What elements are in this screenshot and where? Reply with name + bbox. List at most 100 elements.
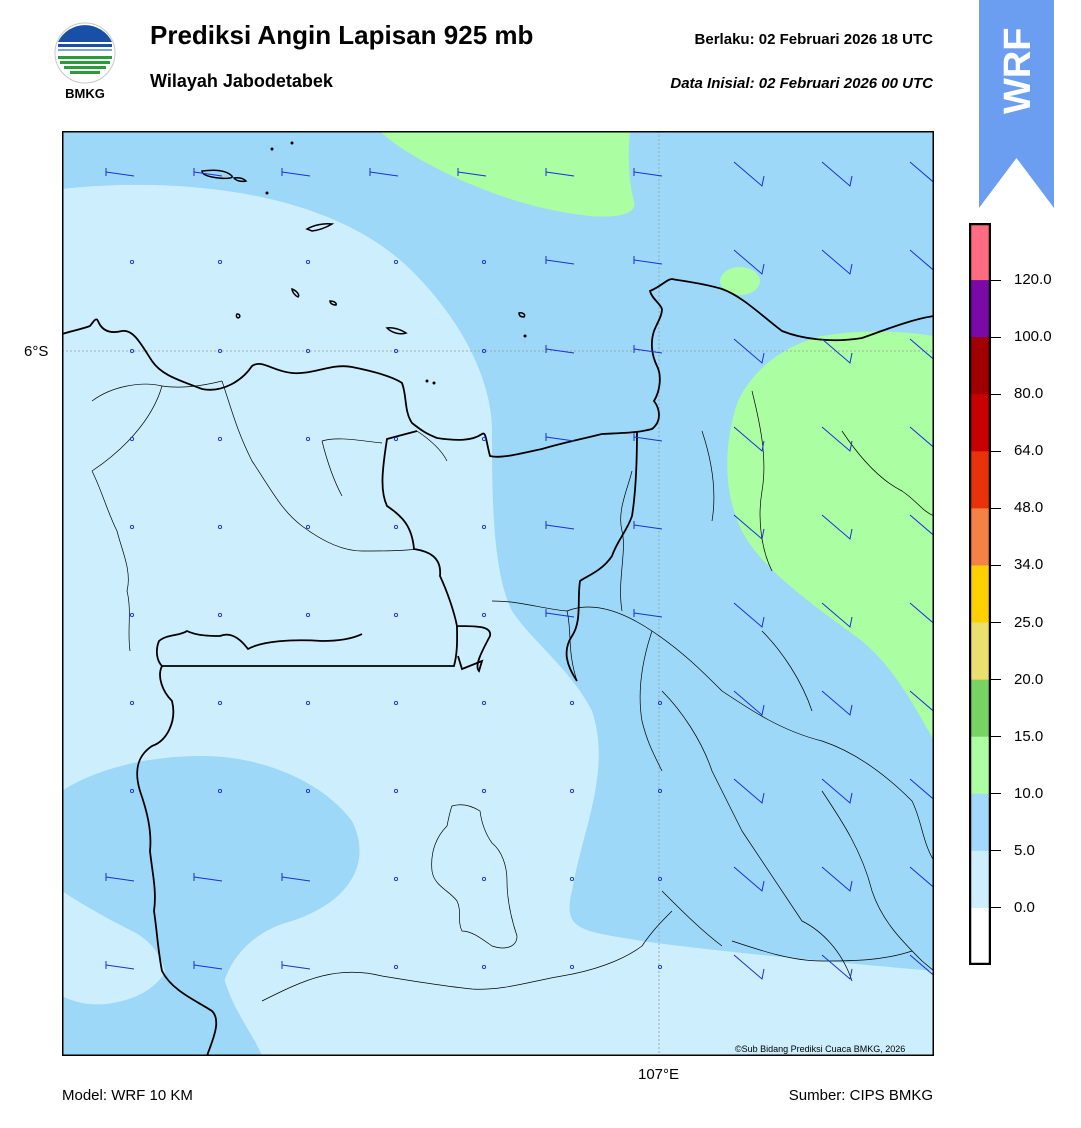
wind-barb	[281, 961, 311, 970]
wind-zone-moderate-islet	[720, 267, 760, 295]
model-label: Model: WRF 10 KM	[62, 1087, 193, 1104]
source-label: Sumber: CIPS BMKG	[788, 1087, 933, 1104]
wind-barb	[821, 338, 853, 364]
wind-barb	[909, 161, 934, 184]
lon-label: 107°E	[638, 1066, 680, 1083]
wind-barb	[633, 521, 663, 530]
wind-barb	[545, 521, 575, 530]
wind-map	[62, 131, 934, 1056]
wind-barb	[281, 873, 311, 882]
wind-barb	[733, 514, 765, 540]
colorbar-label: 0.0	[1014, 898, 1035, 916]
calm-marker	[129, 524, 135, 530]
valid-time: Berlaku: 02 Februari 2026 18 UTC	[694, 31, 933, 48]
calm-marker	[305, 612, 311, 618]
calm-marker	[393, 436, 399, 442]
calm-marker	[305, 788, 311, 794]
colorbar-segment	[969, 508, 991, 566]
calm-marker	[657, 964, 663, 970]
wind-barb	[193, 961, 223, 970]
wind-barb	[633, 433, 663, 442]
init-time: Data Inisial: 02 Februari 2026 00 UTC	[670, 75, 933, 92]
calm-marker	[305, 524, 311, 530]
wind-barb	[733, 338, 765, 364]
calm-marker	[481, 259, 487, 265]
colorbar-label: 100.0	[1014, 328, 1052, 346]
calm-marker	[569, 788, 575, 794]
wind-barb	[193, 168, 223, 177]
wind-barb	[633, 345, 663, 354]
wind-barb	[821, 778, 853, 804]
wind-barb	[821, 602, 853, 628]
calm-marker	[217, 788, 223, 794]
page-title: Prediksi Angin Lapisan 925 mb	[150, 20, 534, 50]
calm-marker	[217, 524, 223, 530]
wind-barb	[821, 426, 853, 452]
wind-zone-moderate-east	[727, 331, 934, 741]
wind-barb	[909, 954, 934, 977]
wind-barb	[821, 514, 853, 540]
colorbar-label: 20.0	[1014, 670, 1044, 688]
wind-vectors	[105, 161, 934, 980]
wind-barb	[105, 961, 135, 970]
calm-marker	[481, 612, 487, 618]
calm-marker	[217, 612, 223, 618]
calm-marker	[393, 612, 399, 618]
calm-marker	[657, 700, 663, 706]
colorbar-label: 64.0	[1014, 442, 1044, 460]
calm-marker	[393, 259, 399, 265]
colorbar-tick	[991, 793, 1001, 795]
coastline	[62, 278, 934, 458]
colorbar-tick	[991, 279, 1001, 281]
wind-barb	[821, 954, 853, 980]
calm-marker	[569, 876, 575, 882]
wind-barb	[281, 168, 311, 177]
colorbar-segment	[969, 850, 991, 909]
wind-barb	[909, 778, 934, 801]
wind-barb	[457, 168, 487, 177]
wind-barb	[909, 249, 934, 272]
wind-barb	[821, 690, 853, 716]
calm-marker	[393, 964, 399, 970]
colorbar-segment	[969, 679, 991, 738]
colorbar-tick	[991, 450, 1001, 452]
wind-barb	[909, 866, 934, 889]
lat-label: 6°S	[24, 343, 49, 360]
colorbar-tick	[991, 907, 1001, 909]
wind-barb	[909, 602, 934, 625]
wind-barb	[909, 514, 934, 537]
colorbar-tick	[991, 564, 1001, 566]
wind-barb	[545, 609, 575, 618]
wind-barb	[105, 168, 135, 177]
calm-marker	[129, 348, 135, 354]
calm-marker	[481, 348, 487, 354]
calm-marker	[657, 788, 663, 794]
wind-barb	[545, 256, 575, 265]
calm-marker	[129, 259, 135, 265]
calm-marker	[217, 259, 223, 265]
colorbar-label: 10.0	[1014, 784, 1044, 802]
calm-marker	[305, 700, 311, 706]
logo-text: BMKG	[65, 86, 105, 101]
calm-marker	[305, 259, 311, 265]
wind-barb	[633, 168, 663, 177]
colorbar-segment	[969, 337, 991, 395]
wind-barb	[545, 345, 575, 354]
colorbar-segment	[969, 394, 991, 452]
calm-marker	[393, 348, 399, 354]
calm-marker	[481, 524, 487, 530]
calm-marker	[481, 436, 487, 442]
wind-barb	[369, 168, 399, 177]
calm-marker	[481, 788, 487, 794]
region-subtitle: Wilayah Jabodetabek	[150, 71, 333, 91]
colorbar-segment	[969, 565, 991, 624]
colorbar-segment	[969, 451, 991, 509]
svg-text:WRF: WRF	[997, 28, 1039, 114]
colorbar-label: 120.0	[1014, 271, 1052, 289]
wind-barb	[821, 249, 853, 275]
colorbar-tick	[991, 679, 1001, 681]
colorbar-segment	[969, 736, 991, 795]
wrf-badge-text: WRF	[997, 28, 1039, 114]
wind-barb	[733, 954, 765, 980]
calm-marker	[217, 700, 223, 706]
